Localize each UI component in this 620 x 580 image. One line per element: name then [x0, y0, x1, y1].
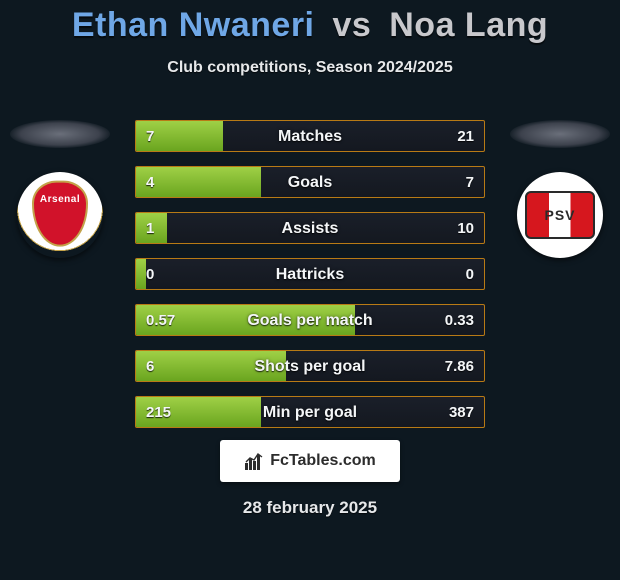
fctables-bars-icon: [244, 451, 264, 471]
stat-fill-left: [136, 121, 223, 151]
site-name: FcTables.com: [270, 452, 376, 470]
player1-club-column: [10, 120, 110, 258]
player1-club-crest: [17, 172, 103, 258]
stat-value-right: 21: [457, 121, 474, 151]
stat-fill-left: [136, 213, 167, 243]
stat-label: Assists: [136, 213, 484, 243]
player2-shadow: [510, 120, 610, 148]
stat-fill-left: [136, 167, 261, 197]
stat-fill-left: [136, 351, 286, 381]
stat-row: 6 Shots per goal 7.86: [135, 350, 485, 382]
stat-value-right: 10: [457, 213, 474, 243]
player1-name: Ethan Nwaneri: [72, 6, 315, 44]
stat-value-left: 0: [146, 259, 154, 289]
title-vs: vs: [332, 6, 371, 44]
site-attribution: FcTables.com: [220, 440, 400, 482]
stat-value-right: 7.86: [445, 351, 474, 381]
stat-row: 0 Hattricks 0: [135, 258, 485, 290]
stat-fill-left: [136, 305, 355, 335]
stat-fill-left: [136, 259, 146, 289]
stat-value-right: 0: [466, 259, 474, 289]
player2-name: Noa Lang: [389, 6, 548, 44]
stat-row: 4 Goals 7: [135, 166, 485, 198]
stat-row: 1 Assists 10: [135, 212, 485, 244]
stat-value-right: 0.33: [445, 305, 474, 335]
comparison-title: Ethan Nwaneri vs Noa Lang: [0, 0, 620, 45]
stat-row: 215 Min per goal 387: [135, 396, 485, 428]
stat-row: 7 Matches 21: [135, 120, 485, 152]
subtitle: Club competitions, Season 2024/2025: [0, 59, 620, 77]
date-line: 28 february 2025: [0, 498, 620, 518]
player1-shadow: [10, 120, 110, 148]
stat-row: 0.57 Goals per match 0.33: [135, 304, 485, 336]
stat-value-right: 7: [466, 167, 474, 197]
stats-bars: 7 Matches 21 4 Goals 7 1 Assists 10 0 Ha…: [135, 120, 485, 442]
stat-fill-left: [136, 397, 261, 427]
stat-value-right: 387: [449, 397, 474, 427]
player2-club-crest: [517, 172, 603, 258]
player2-club-column: [510, 120, 610, 258]
stat-label: Hattricks: [136, 259, 484, 289]
